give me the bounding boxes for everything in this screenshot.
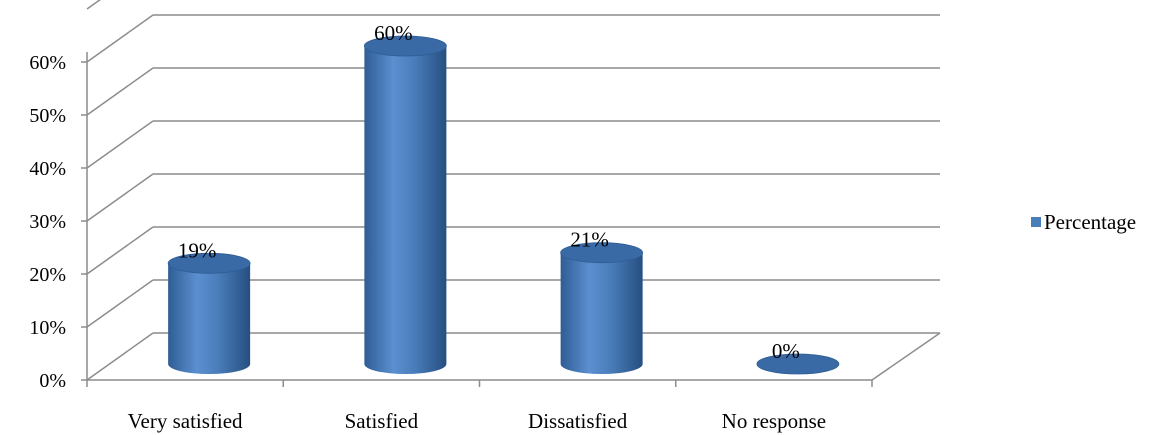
data-label: 19% [178, 238, 217, 262]
bar-top [560, 242, 644, 264]
bar [167, 252, 251, 374]
gridline-depth [86, 0, 101, 10]
data-label: 0% [772, 339, 800, 363]
y-tick-label: 60% [29, 52, 66, 74]
y-tick-label: 0% [39, 370, 66, 392]
bar-top [167, 252, 251, 274]
category-label: Dissatisfied [528, 409, 628, 433]
legend-item: Percentage [1031, 210, 1136, 234]
gridline-depth [86, 332, 154, 381]
y-tick-label: 20% [29, 264, 66, 286]
gridline-depth [86, 226, 154, 275]
category-label: Satisfied [345, 409, 419, 433]
bar-body [364, 46, 447, 374]
floor-edge [871, 332, 941, 381]
y-tick-label: 10% [29, 317, 66, 339]
legend: Percentage [1031, 210, 1136, 234]
legend-swatch [1031, 217, 1041, 227]
bars [167, 35, 840, 375]
bar-top [363, 35, 447, 57]
y-tick-label: 40% [29, 158, 66, 180]
bar-body [168, 263, 251, 374]
data-labels: 19% 60% 21% 0% [178, 21, 800, 363]
category-label: Very satisfied [128, 409, 243, 433]
category-label: No response [722, 409, 826, 433]
gridline-depth [86, 120, 154, 169]
y-tick-label: 50% [29, 105, 66, 127]
gridline-depth [86, 67, 154, 116]
y-tick-label: 30% [29, 211, 66, 233]
legend-label: Percentage [1044, 210, 1136, 234]
bar-top [756, 353, 840, 375]
data-label: 60% [374, 21, 413, 45]
gridline-depth [86, 14, 154, 63]
bar [560, 242, 644, 374]
category-labels: Very satisfied Satisfied Dissatisfied No re… [128, 409, 826, 433]
y-tick-labels: 0% 10% 20% 30% 40% 50% 60% [29, 52, 66, 392]
grid [86, 0, 940, 381]
gridline-depth [86, 173, 154, 222]
data-label: 21% [570, 228, 609, 252]
bar [363, 35, 447, 374]
bar [756, 353, 840, 375]
gridline-depth [86, 279, 154, 328]
axes [81, 52, 941, 387]
bar-body [560, 252, 643, 374]
